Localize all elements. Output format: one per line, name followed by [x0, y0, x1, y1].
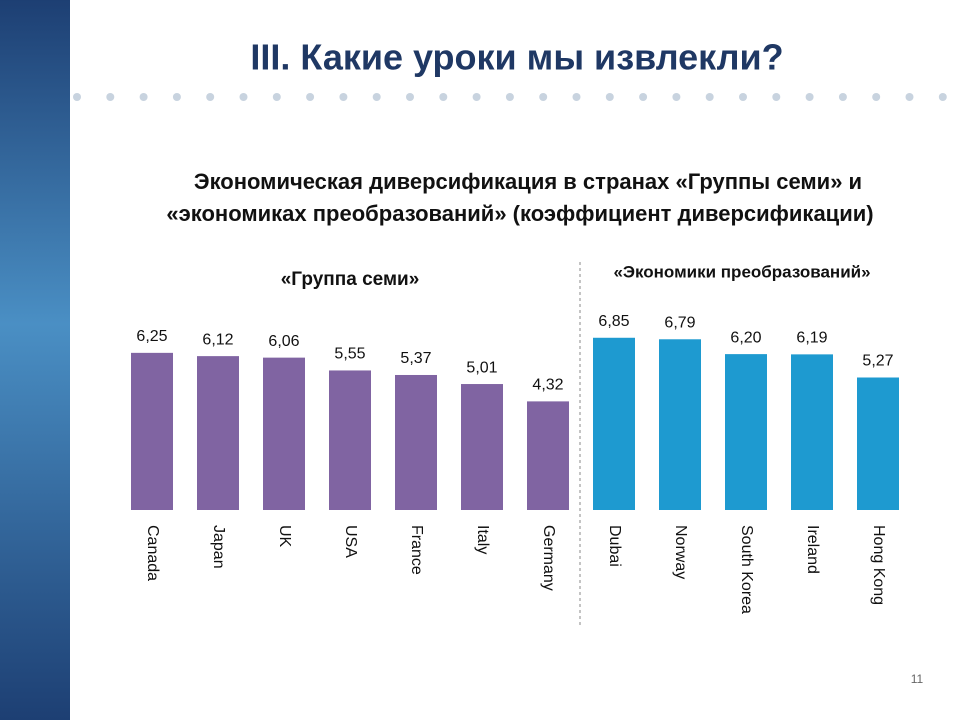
value-label: 6,25: [136, 328, 167, 345]
dot: [106, 93, 115, 101]
dot: [139, 93, 148, 101]
page-number: 11: [911, 672, 924, 686]
value-label: 6,85: [598, 313, 629, 330]
bar: [395, 374, 437, 510]
dot: [406, 93, 414, 101]
value-label: 6,06: [268, 333, 299, 350]
x-tick-label: Canada: [144, 525, 161, 581]
dot: [505, 93, 514, 101]
value-label: 6,12: [202, 331, 233, 348]
x-tick-label: Hong Kong: [870, 525, 887, 605]
dot: [705, 93, 714, 101]
dot: [539, 93, 548, 101]
value-label: 6,20: [730, 329, 761, 346]
dot: [805, 93, 814, 101]
dot: [672, 93, 681, 101]
dot: [272, 93, 281, 101]
dot: [605, 93, 614, 101]
chart-title: «экономиках преобразований» (коэффициент…: [166, 201, 873, 226]
dot: [905, 93, 914, 101]
dot: [772, 93, 781, 101]
x-tick-label: Norway: [672, 525, 689, 579]
dot: [472, 93, 481, 101]
x-tick-label: Dubai: [606, 525, 623, 567]
bar: [725, 354, 767, 510]
value-label: 4,32: [532, 377, 563, 394]
dot: [172, 93, 181, 101]
dot: [339, 93, 348, 101]
bar: [659, 339, 701, 510]
bar: [527, 401, 569, 510]
value-label: 5,55: [334, 346, 365, 363]
dot: [938, 93, 947, 101]
dot: [838, 93, 847, 101]
x-tick-label: UK: [276, 525, 293, 548]
x-tick-label: Germany: [540, 525, 557, 591]
dot: [639, 93, 648, 101]
bar: [857, 377, 899, 510]
value-label: 5,01: [466, 359, 497, 376]
side-strip: [0, 0, 70, 720]
value-label: 5,37: [400, 350, 431, 367]
x-tick-label: South Korea: [738, 525, 755, 614]
value-label: 6,79: [664, 314, 695, 331]
x-tick-label: France: [408, 525, 425, 575]
bar: [593, 337, 635, 510]
dot-row: [73, 93, 947, 101]
dot: [372, 93, 381, 101]
chart-title: Экономическая диверсификация в странах «…: [194, 169, 862, 194]
bar: [197, 356, 239, 510]
bar: [329, 370, 371, 510]
bar: [461, 384, 503, 510]
dot: [306, 93, 315, 101]
x-tick-label: Italy: [474, 525, 491, 554]
x-tick-label: Ireland: [804, 525, 821, 574]
group-label: «Экономики преобразований»: [613, 262, 870, 281]
value-label: 6,19: [796, 330, 827, 347]
dot: [872, 93, 881, 101]
x-tick-label: USA: [342, 525, 359, 558]
group-label: «Группа семи»: [281, 269, 420, 290]
dot: [739, 93, 747, 101]
value-label: 5,27: [862, 353, 893, 370]
bar: [263, 357, 305, 510]
x-tick-label: Japan: [210, 525, 227, 569]
slide-title: III. Какие уроки мы извлекли?: [250, 37, 783, 78]
bar: [131, 352, 173, 510]
dot: [572, 93, 581, 101]
bar: [791, 354, 833, 510]
dot: [73, 93, 81, 101]
dot: [206, 93, 215, 101]
dot: [439, 93, 448, 101]
dot: [239, 93, 248, 101]
